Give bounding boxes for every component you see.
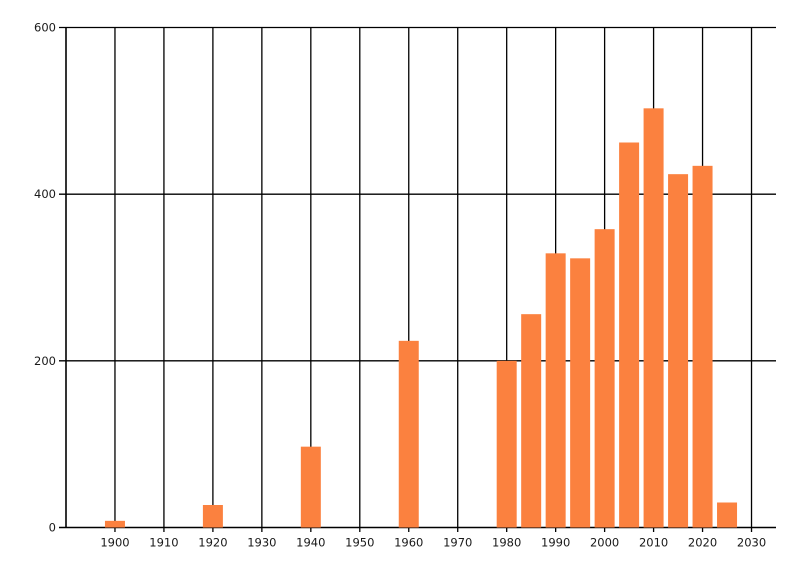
x-tick-label: 1990 xyxy=(541,536,570,550)
y-tick-label: 400 xyxy=(34,187,56,201)
bar-2005 xyxy=(619,142,640,528)
bar-2010 xyxy=(643,108,664,528)
x-tick-label: 1950 xyxy=(345,536,374,550)
y-tick-label: 0 xyxy=(49,521,56,535)
x-tick-label: 1930 xyxy=(247,536,276,550)
y-tick-label: 200 xyxy=(34,354,56,368)
bar-1960 xyxy=(398,340,419,528)
x-tick-label: 2020 xyxy=(688,536,717,550)
x-tick-label: 2030 xyxy=(737,536,766,550)
bar-1940 xyxy=(300,446,321,528)
x-tick-label: 1920 xyxy=(198,536,227,550)
bar-2000 xyxy=(594,229,615,528)
bar-2015 xyxy=(668,174,689,528)
bar-2020 xyxy=(692,165,713,528)
x-tick-label: 1970 xyxy=(443,536,472,550)
bar-1990 xyxy=(545,253,566,528)
x-tick-label: 1910 xyxy=(149,536,178,550)
y-tick-label: 600 xyxy=(34,21,56,35)
x-tick-label: 1900 xyxy=(100,536,129,550)
bar-1900 xyxy=(104,520,125,528)
bar-1985 xyxy=(521,314,542,528)
x-tick-label: 1960 xyxy=(394,536,423,550)
bar-1920 xyxy=(202,505,223,528)
x-tick-label: 1980 xyxy=(492,536,521,550)
x-tick-label: 1940 xyxy=(296,536,325,550)
x-tick-label: 2010 xyxy=(639,536,668,550)
bar-2025 xyxy=(717,502,738,528)
bar-1995 xyxy=(570,258,591,528)
x-tick-label: 2000 xyxy=(590,536,619,550)
bar-1980 xyxy=(496,360,517,528)
